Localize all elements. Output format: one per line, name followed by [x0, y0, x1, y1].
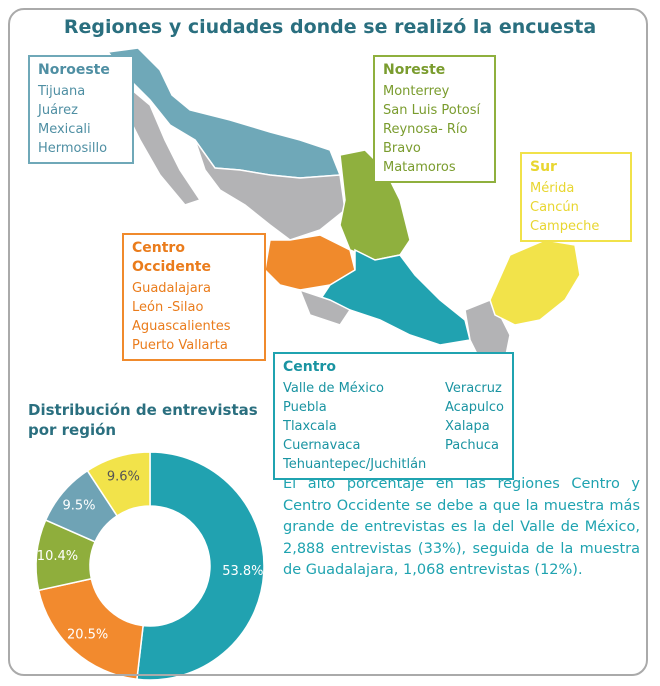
data-label: 53.8% [222, 564, 263, 579]
city: Valle de México [283, 381, 384, 396]
city: Tehuantepec/Juchitlán [283, 457, 427, 472]
data-label: 10.4% [37, 549, 78, 564]
map [106, 47, 581, 361]
city: Guadalajara [132, 281, 211, 296]
city: San Luis Potosí [383, 103, 481, 118]
city: Acapulco [445, 400, 504, 415]
chart-title: Distribución de entrevistas por región [28, 401, 258, 439]
data-label: 9.6% [107, 469, 140, 484]
region-name: Noroeste [38, 62, 110, 78]
city-columns: Mérida Cancún Campeche [530, 179, 622, 236]
city-column: Tijuana Juárez Mexicali Hermosillo [38, 82, 107, 158]
city: Tlaxcala [283, 419, 337, 434]
city: Puerto Vallarta [132, 338, 228, 353]
city: Mérida [530, 181, 575, 196]
map-region [298, 288, 352, 326]
map-region [318, 248, 471, 346]
region-box: Sur Mérida Cancún Campeche [520, 152, 632, 242]
city: Tijuana [38, 84, 86, 99]
city: Cuernavaca [283, 438, 361, 453]
city: Matamoros [383, 160, 456, 175]
city: Xalapa [445, 419, 490, 434]
city: Mexicali [38, 122, 91, 137]
region-name: Centro Occidente [132, 240, 211, 275]
city: Pachuca [445, 438, 499, 453]
data-label: 9.5% [62, 498, 95, 513]
donut-slice [136, 451, 265, 681]
city-columns: Tijuana Juárez Mexicali Hermosillo [38, 82, 124, 158]
map-region [489, 239, 581, 326]
donut-slice [86, 451, 151, 517]
city-columns: Monterrey San Luis Potosí Reynosa- Río Brav… [383, 82, 486, 177]
data-label: 20.5% [67, 627, 108, 642]
region-box: Centro Valle de México Puebla Tlaxcala Cuern… [273, 352, 514, 480]
city-column: Monterrey San Luis Potosí Reynosa- Río Brav… [383, 82, 480, 177]
city-columns: Valle de México Puebla Tlaxcala Cuernavaca T… [283, 379, 504, 474]
city: Puebla [283, 400, 327, 415]
city-columns: Guadalajara León -Silao Aguascalientes Puer… [132, 279, 256, 355]
city-column: Valle de México Puebla Tlaxcala Cuernavaca T… [283, 379, 426, 474]
region-box: Centro Occidente Guadalajara León -Silao Ag… [122, 233, 266, 361]
city: Reynosa- Río [383, 122, 468, 137]
city: Veracruz [445, 381, 502, 396]
region-box: Noreste Monterrey San Luis Potosí Reynosa- … [373, 55, 496, 183]
title: Regiones y ciudades donde se realizó la … [63, 16, 597, 38]
city: Hermosillo [38, 141, 108, 156]
city: León -Silao [132, 300, 204, 315]
region-name: Centro [283, 359, 336, 375]
city-column: Veracruz Acapulco Xalapa Pachuca [445, 379, 504, 474]
city-column: Mérida Cancún Campeche [530, 179, 599, 236]
city: Juárez [38, 103, 78, 118]
region-name: Noreste [383, 62, 446, 78]
city: Aguascalientes [132, 319, 231, 334]
city: Cancún [530, 200, 579, 215]
map-region [194, 139, 346, 241]
paragraph: El alto porcentaje en las regiones Centr… [283, 476, 640, 578]
frame [8, 8, 648, 676]
region-name: Sur [530, 159, 557, 175]
city: Campeche [530, 219, 600, 234]
city: Bravo [383, 141, 421, 156]
city: Monterrey [383, 84, 450, 99]
city-column: Guadalajara León -Silao Aguascalientes Puer… [132, 279, 231, 355]
region-box: Noroeste Tijuana Juárez Mexicali Hermosillo [28, 55, 134, 164]
